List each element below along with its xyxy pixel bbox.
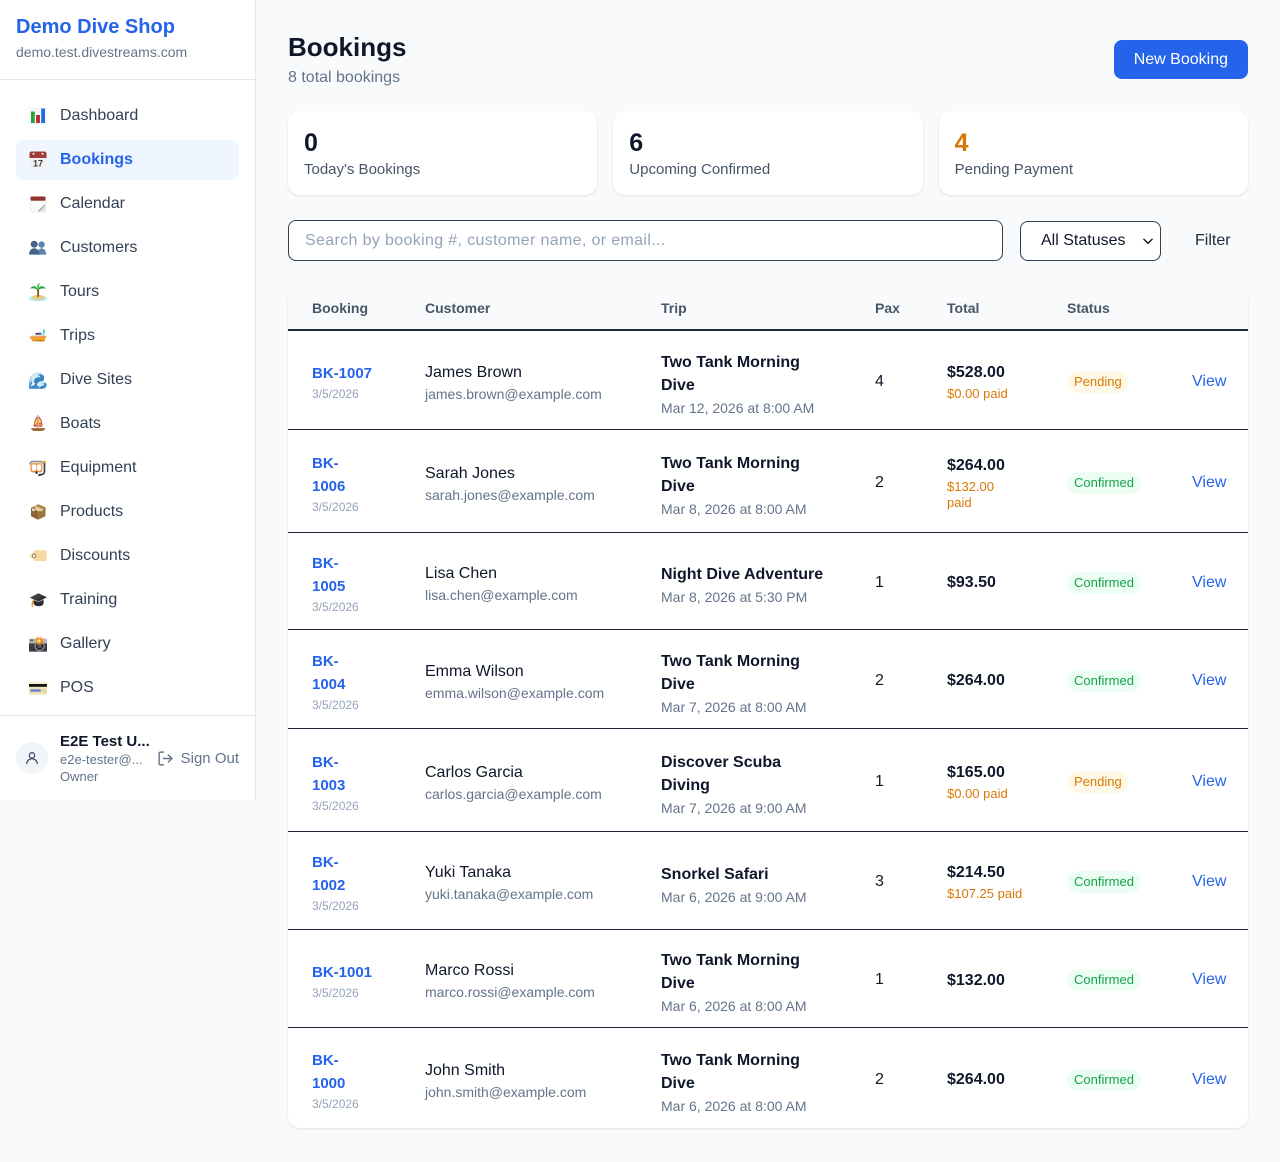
svg-text:17: 17 xyxy=(33,158,43,168)
